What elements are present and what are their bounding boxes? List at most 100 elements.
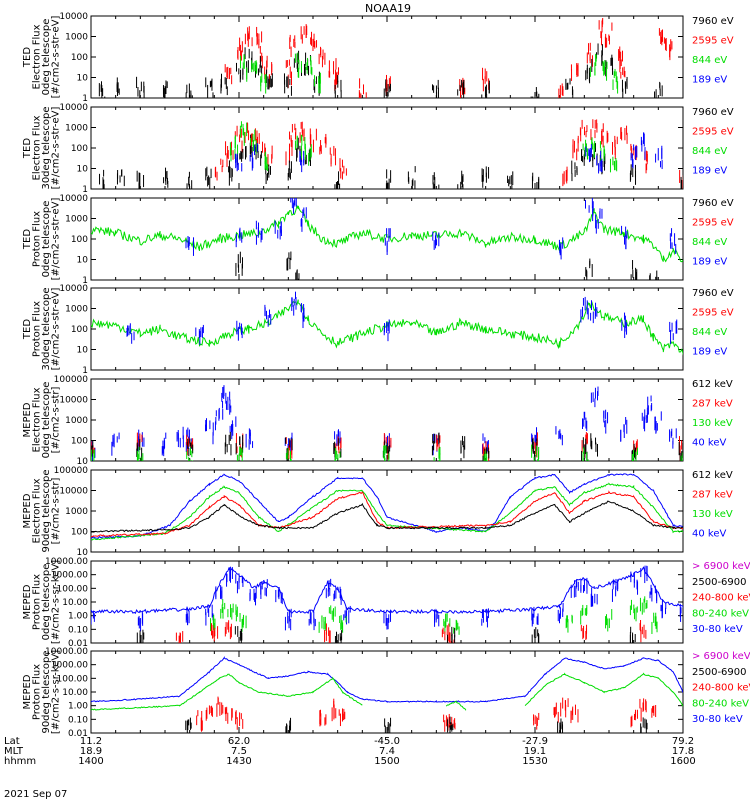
- y-axis-label-line: MEPED: [22, 402, 33, 437]
- y-tick-label: 1: [82, 94, 88, 104]
- plot-area: [91, 291, 683, 356]
- y-axis-label-line: TED: [22, 229, 33, 250]
- y-tick-label: 10.00: [62, 598, 88, 608]
- series-green: [91, 299, 683, 356]
- series-red: [175, 619, 647, 643]
- series-line: [91, 500, 683, 533]
- y-axis-label-line: Proton Flux: [31, 211, 42, 267]
- panel-frame: [90, 650, 684, 734]
- legend-entry: 2500-6900: [692, 577, 747, 588]
- y-tick-label: 0.10: [68, 715, 88, 725]
- x-tick-label: 1530: [522, 756, 547, 767]
- legend-entry: 2500-6900: [692, 667, 747, 678]
- x-tick-label: 7.4: [379, 746, 395, 757]
- plot-title: NOAA19: [365, 2, 411, 15]
- y-axis-label-line: MEPED: [22, 674, 33, 709]
- y-tick-label: 100: [71, 235, 88, 245]
- y-tick-label: 100: [71, 325, 88, 335]
- x-row-label: MLT: [4, 746, 24, 757]
- y-tick-label: 1000.00: [51, 661, 88, 671]
- y-tick-label: 1: [82, 185, 88, 195]
- y-axis-label-line: Proton Flux: [31, 574, 42, 630]
- series-line: [91, 204, 683, 263]
- series-blue: [91, 655, 683, 703]
- series-red: [224, 17, 673, 98]
- y-axis-label-line: MEPED: [22, 584, 33, 619]
- legend-entry: 130 keV: [692, 418, 733, 429]
- y-tick-label: 10: [77, 256, 89, 266]
- panel-frame: [90, 469, 684, 553]
- plot-area: [91, 473, 683, 541]
- series-green: [239, 52, 619, 94]
- y-tick-label: 10000: [59, 284, 88, 294]
- x-tick-label: 11.2: [80, 736, 102, 747]
- legend-entry: 7960 eV: [692, 107, 734, 118]
- y-tick-label: 1000.00: [51, 571, 88, 581]
- y-axis-label-line: [#/cm2-s-str]: [50, 386, 61, 453]
- legend-entry: > 6900 keV: [692, 561, 750, 572]
- series-line: [91, 299, 683, 356]
- legend-entry: > 6900 keV: [692, 651, 750, 662]
- legend-entry: 2595 eV: [692, 308, 734, 319]
- series-line: [91, 655, 683, 703]
- series-line: [91, 672, 683, 711]
- series-blue: [91, 473, 683, 539]
- y-axis-label-line: 0deg telescope: [41, 201, 52, 278]
- series-line: [91, 566, 683, 615]
- legend-entry: 40 keV: [692, 438, 726, 449]
- y-axis-label: TEDProton Flux0deg telescope[#/cm2-s-str…: [22, 198, 62, 281]
- y-tick-label: 10000.00: [45, 557, 88, 567]
- y-tick-label: 10: [77, 165, 89, 175]
- y-tick-label: 100000: [54, 375, 89, 385]
- y-tick-label: 1000: [65, 215, 88, 225]
- y-tick-label: 10: [77, 457, 89, 467]
- y-axis-label: MEPEDElectron Flux0deg telescope[#/cm2-s…: [22, 382, 62, 459]
- y-tick-label: 1: [82, 366, 88, 376]
- legend-entry: 844 eV: [692, 327, 727, 338]
- y-tick-label: 100: [71, 144, 88, 154]
- y-tick-label: 10000: [59, 103, 88, 113]
- legend-entry: 30-80 keV: [692, 624, 743, 635]
- y-axis-label-line: Proton Flux: [31, 664, 42, 720]
- y-axis-label-line: Electron Flux: [31, 115, 42, 180]
- x-tick-label: 19.1: [524, 746, 546, 757]
- legend-entry: 30-80 keV: [692, 714, 743, 725]
- series-green: [229, 121, 618, 173]
- y-axis-label-line: 0deg telescope: [41, 564, 52, 641]
- y-axis-label-line: 30deg telescope: [41, 106, 52, 189]
- y-tick-label: 10000: [59, 194, 88, 204]
- y-tick-label: 10000: [59, 396, 88, 406]
- plot-area: [91, 655, 683, 733]
- legend-entry: 240-800 keV: [692, 593, 750, 604]
- legend-entry: 40 keV: [692, 529, 726, 540]
- x-tick-label: 79.2: [672, 736, 694, 747]
- y-tick-label: 10: [77, 548, 89, 558]
- legend-entry: 612 keV: [692, 470, 733, 481]
- series-line: [91, 473, 683, 539]
- y-tick-label: 1000: [65, 124, 88, 134]
- y-tick-label: 100.00: [57, 584, 89, 594]
- series-blue: [91, 565, 683, 632]
- legend-entry: 287 keV: [692, 490, 733, 501]
- y-tick-label: 1.00: [68, 702, 88, 712]
- y-axis-label-line: 0deg telescope: [41, 382, 52, 459]
- y-tick-label: 10000: [59, 12, 88, 22]
- y-axis-label: TEDElectron Flux30deg telescope[#/cm2-s-…: [22, 106, 62, 189]
- panel-frame: [90, 560, 684, 644]
- series-blue: [91, 385, 677, 461]
- y-tick-label: 100000: [54, 466, 89, 476]
- y-tick-label: 100: [71, 437, 88, 447]
- legend-entry: 2595 eV: [692, 36, 734, 47]
- legend-entry: 2595 eV: [692, 218, 734, 229]
- y-tick-label: 10: [77, 346, 89, 356]
- y-tick-label: 100: [71, 528, 88, 538]
- legend-entry: 189 eV: [692, 166, 727, 177]
- x-tick-label: -45.0: [374, 736, 400, 747]
- y-tick-label: 1000: [65, 416, 88, 426]
